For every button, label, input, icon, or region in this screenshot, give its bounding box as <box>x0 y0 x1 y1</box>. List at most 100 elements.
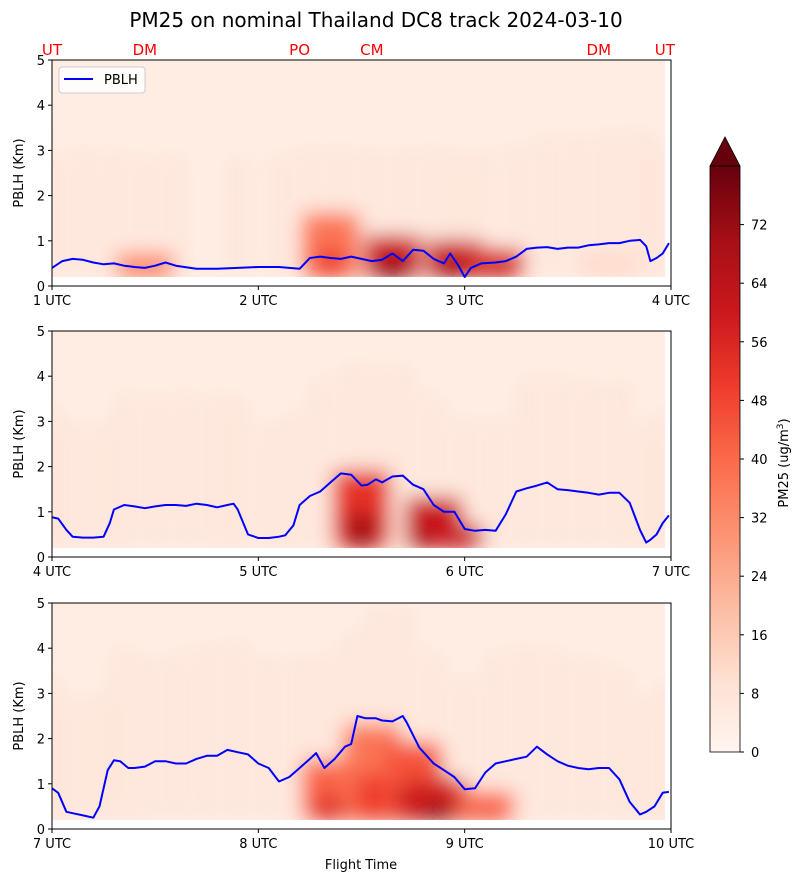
heatmap-cell <box>597 130 622 277</box>
y-tick-label: 2 <box>37 733 45 748</box>
heatmap-cell <box>70 146 95 277</box>
heatmap-hotspot-core <box>438 546 471 548</box>
axes-frame <box>51 602 672 830</box>
heatmap-cell <box>308 378 333 548</box>
heatmap-hotspot-core <box>593 275 626 277</box>
heatmap-cell <box>566 134 591 277</box>
below-data-gap <box>52 819 671 829</box>
y-tick-label: 1 <box>37 506 45 521</box>
y-tick-label: 5 <box>37 597 45 612</box>
heatmap-hotspot <box>426 525 483 548</box>
colorbar-label-main: PM25 (ug/m <box>777 429 792 507</box>
heatmap-cell <box>108 648 133 820</box>
x-tick-label: 2 UTC <box>239 294 277 309</box>
heatmap-hotspot-core <box>128 275 161 277</box>
x-tick-label: 9 UTC <box>446 837 484 852</box>
colorbar-label-end: ) <box>777 418 792 423</box>
heatmap-cell <box>194 642 219 820</box>
pm25-heatmap <box>52 331 671 557</box>
heatmap-cell <box>132 653 157 820</box>
pblh-line <box>52 238 670 278</box>
heatmap-cell <box>545 376 570 548</box>
x-tick-label: 10 UTC <box>648 837 694 852</box>
heatmap-cell <box>576 379 601 548</box>
colorbar-label: PM25 (ug/m3) <box>776 418 792 507</box>
site-label-cm: CM <box>360 41 383 59</box>
y-tick-label: 0 <box>37 551 45 566</box>
colorbar-ticks: 0 8 16 24 32 40 48 56 64 72 <box>740 219 768 761</box>
heatmap-cell <box>483 650 508 820</box>
heatmap-cell <box>143 393 168 548</box>
heatmap-hotspot <box>581 254 638 277</box>
x-tick-label: 6 UTC <box>446 565 484 580</box>
pm25-heatmap <box>52 60 671 286</box>
heatmap-cell <box>483 417 508 548</box>
heatmap-cell <box>60 700 85 820</box>
site-label-ut: UT <box>42 41 63 59</box>
heatmap-cell <box>514 375 539 548</box>
site-label-po: PO <box>289 41 310 59</box>
x-tick-label: 3 UTC <box>446 294 484 309</box>
colorbar-tick-label: 0 <box>751 746 759 761</box>
heatmap-hotspot-core <box>469 815 502 820</box>
right-data-gap <box>665 60 671 286</box>
heatmap-hotspot-core <box>314 796 347 820</box>
heatmap-cell <box>256 425 281 548</box>
site-labels: UT DM PO CM DM UT <box>42 41 676 59</box>
colorbar-tick-label: 16 <box>751 629 768 644</box>
heatmap-cell <box>607 666 632 820</box>
colorbar-tick-label: 72 <box>751 219 768 234</box>
heatmap-cell <box>163 650 188 820</box>
heatmap-cell <box>112 392 137 548</box>
heatmap-cell <box>607 379 632 548</box>
panel-3: 0 1 2 3 4 5 7 UTC 8 UTC 9 UTC 10 UTC PBLH (Km) <box>12 597 694 852</box>
heatmap-hotspot-core <box>355 774 388 820</box>
heatmap-cell <box>576 656 601 820</box>
colorbar-label-sup: 3 <box>776 424 786 430</box>
heatmap-hotspot <box>116 254 173 277</box>
y-tick-label: 4 <box>37 370 45 385</box>
heatmap-cells <box>52 361 671 548</box>
heatmap-cells <box>52 126 669 277</box>
heatmap-cell <box>266 154 291 277</box>
colorbar-tick-label: 40 <box>751 453 768 468</box>
chart-title: PM25 on nominal Thailand DC8 track 2024-… <box>129 8 622 32</box>
right-data-gap <box>665 603 671 829</box>
site-label-dm: DM <box>587 41 612 59</box>
panel-2: 0 1 2 3 4 5 4 UTC 5 UTC 6 UTC 7 UTC PBLH (Km) <box>12 325 690 580</box>
heatmap-hotspot-core <box>314 250 347 277</box>
y-tick-label: 3 <box>37 144 45 159</box>
heatmap-cell <box>174 392 199 548</box>
heatmap-hotspot-core <box>421 807 454 820</box>
colorbar-extend-triangle <box>709 136 741 167</box>
y-tick-label: 4 <box>37 99 45 114</box>
heatmap-cell <box>634 698 659 820</box>
heatmap-cell <box>91 423 116 548</box>
heatmap-cell <box>535 134 560 277</box>
y-tick-label: 3 <box>37 415 45 430</box>
below-data-gap <box>52 276 671 286</box>
axes-frame <box>51 330 672 558</box>
heatmap-hotspot-core <box>376 264 409 277</box>
heatmap-cell <box>60 423 85 548</box>
right-data-gap <box>665 331 671 557</box>
x-tick-label: 8 UTC <box>239 837 277 852</box>
y-tick-label: 0 <box>37 823 45 838</box>
x-tick-label: 7 UTC <box>652 565 690 580</box>
colorbar-tick-label: 64 <box>751 277 768 292</box>
pblh-line <box>52 715 670 819</box>
legend-label: PBLH <box>104 73 138 88</box>
colorbar-tick-label: 56 <box>751 336 768 351</box>
heatmap-cell <box>514 643 539 820</box>
pblh-line <box>52 472 670 544</box>
y-tick-label: 2 <box>37 461 45 476</box>
y-tick-label: 5 <box>37 325 45 340</box>
colorbar-tick-label: 24 <box>751 570 768 585</box>
x-tick-label: 7 UTC <box>33 837 71 852</box>
heatmap-cell <box>545 648 570 820</box>
heatmap-cell <box>281 412 306 548</box>
y-tick-label: 5 <box>37 54 45 69</box>
heatmap-hotspot-core <box>479 272 512 277</box>
colorbar-gradient <box>710 166 740 752</box>
heatmap-cell <box>225 154 250 277</box>
